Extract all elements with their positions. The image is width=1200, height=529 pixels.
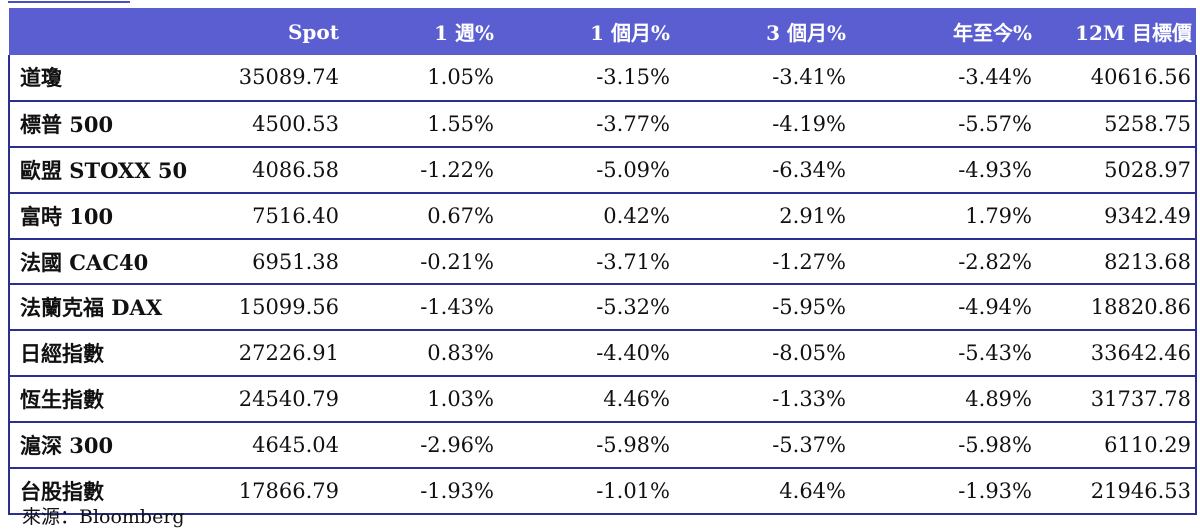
source-note: 來源：Bloomberg <box>22 506 185 528</box>
cell-index-name: 台股指數 <box>8 468 224 515</box>
table-row: 滬深 300 4645.04 -2.96% -5.98% -5.37% -5.98% 611… <box>8 422 1197 470</box>
cell-1-week-pct: 0.67% <box>343 192 498 240</box>
cell-12m-target: 5258.75 <box>1036 100 1197 148</box>
cell-3-month-pct: -5.37% <box>674 422 850 470</box>
cell-index-name: 富時 100 <box>8 192 224 240</box>
cell-index-name: 法蘭克福 DAX <box>8 284 224 332</box>
cell-ytd-pct: -5.98% <box>850 422 1036 470</box>
cell-1-week-pct: -1.43% <box>343 284 498 332</box>
cell-index-name: 道瓊 <box>8 55 224 102</box>
table-row: 法蘭克福 DAX 15099.56 -1.43% -5.32% -5.95% -4.94%… <box>8 284 1197 332</box>
cell-ytd-pct: -5.57% <box>850 100 1036 148</box>
table-row: 富時 100 7516.40 0.67% 0.42% 2.91% 1.79% 9342.49 <box>8 192 1197 240</box>
cell-spot: 35089.74 <box>224 55 343 102</box>
header-ytd: 年至今% <box>952 21 1032 45</box>
cell-spot: 4645.04 <box>224 422 343 470</box>
cell-1-month-pct: -5.09% <box>498 146 674 194</box>
table-row: 標普 500 4500.53 1.55% -3.77% -4.19% -5.57% 5258… <box>8 100 1197 148</box>
cell-index-name: 法國 CAC40 <box>8 238 224 286</box>
cell-index-name: 滬深 300 <box>8 422 224 470</box>
table-row: 台股指數 17866.79 -1.93% -1.01% 4.64% -1.93% 21946… <box>8 468 1197 515</box>
cell-1-week-pct: -0.21% <box>343 238 498 286</box>
cell-1-week-pct: 1.05% <box>343 55 498 102</box>
cell-ytd-pct: -5.43% <box>850 330 1036 378</box>
header-1-week: 1 週% <box>434 21 494 45</box>
cell-12m-target: 33642.46 <box>1036 330 1197 378</box>
table-row: 道瓊 35089.74 1.05% -3.15% -3.41% -3.44% 40616.5… <box>8 55 1197 102</box>
cell-ytd-pct: 1.79% <box>850 192 1036 240</box>
cell-ytd-pct: -2.82% <box>850 238 1036 286</box>
header-3-month: 3 個月% <box>766 21 846 45</box>
cell-12m-target: 6110.29 <box>1036 422 1197 470</box>
table-body: 道瓊 35089.74 1.05% -3.15% -3.41% -3.44% 40616.5… <box>8 55 1197 515</box>
cell-1-month-pct: -5.32% <box>498 284 674 332</box>
cell-index-name: 日經指數 <box>8 330 224 378</box>
cell-1-week-pct: -1.22% <box>343 146 498 194</box>
header-1-month: 1 個月% <box>590 21 670 45</box>
cell-1-week-pct: -2.96% <box>343 422 498 470</box>
cell-3-month-pct: 2.91% <box>674 192 850 240</box>
header-row: Spot 1 週% 1 個月% 3 個月% 年至今% 12M 目標價 <box>9 8 1196 55</box>
cell-ytd-pct: -4.94% <box>850 284 1036 332</box>
cell-3-month-pct: -1.27% <box>674 238 850 286</box>
market-index-table: Spot 1 週% 1 個月% 3 個月% 年至今% 12M 目標價 道瓊 350… <box>8 8 1197 515</box>
cell-1-week-pct: 1.55% <box>343 100 498 148</box>
cell-spot: 17866.79 <box>224 468 343 515</box>
cell-3-month-pct: -3.41% <box>674 55 850 102</box>
header-index-name <box>9 8 224 55</box>
cell-ytd-pct: -3.44% <box>850 55 1036 102</box>
cell-ytd-pct: 4.89% <box>850 376 1036 424</box>
cell-1-month-pct: -3.77% <box>498 100 674 148</box>
cell-1-month-pct: 4.46% <box>498 376 674 424</box>
cell-1-month-pct: -3.71% <box>498 238 674 286</box>
cell-1-month-pct: -5.98% <box>498 422 674 470</box>
cell-12m-target: 21946.53 <box>1036 468 1197 515</box>
cell-spot: 6951.38 <box>224 238 343 286</box>
table-row: 恆生指數 24540.79 1.03% 4.46% -1.33% 4.89% 31737.7… <box>8 376 1197 424</box>
cell-ytd-pct: -1.93% <box>850 468 1036 515</box>
table-header: Spot 1 週% 1 個月% 3 個月% 年至今% 12M 目標價 <box>9 8 1196 55</box>
cell-1-month-pct: -3.15% <box>498 55 674 102</box>
table-row: 歐盟 STOXX 50 4086.58 -1.22% -5.09% -6.34% -4.9… <box>8 146 1197 194</box>
cell-12m-target: 8213.68 <box>1036 238 1197 286</box>
cell-3-month-pct: 4.64% <box>674 468 850 515</box>
header-spot: Spot <box>287 19 339 44</box>
header-12m-target: 12M 目標價 <box>1075 21 1192 45</box>
cell-1-month-pct: -1.01% <box>498 468 674 515</box>
cell-3-month-pct: -8.05% <box>674 330 850 378</box>
table-row: 法國 CAC40 6951.38 -0.21% -3.71% -1.27% -2.82% 8… <box>8 238 1197 286</box>
cell-spot: 24540.79 <box>224 376 343 424</box>
cell-3-month-pct: -5.95% <box>674 284 850 332</box>
cell-1-week-pct: 0.83% <box>343 330 498 378</box>
cell-index-name: 恆生指數 <box>8 376 224 424</box>
top-accent-rule <box>8 1 130 3</box>
cell-1-month-pct: 0.42% <box>498 192 674 240</box>
cell-ytd-pct: -4.93% <box>850 146 1036 194</box>
cell-12m-target: 31737.78 <box>1036 376 1197 424</box>
cell-3-month-pct: -4.19% <box>674 100 850 148</box>
cell-12m-target: 5028.97 <box>1036 146 1197 194</box>
cell-spot: 7516.40 <box>224 192 343 240</box>
cell-3-month-pct: -6.34% <box>674 146 850 194</box>
cell-index-name: 標普 500 <box>8 100 224 148</box>
cell-1-week-pct: 1.03% <box>343 376 498 424</box>
cell-spot: 4500.53 <box>224 100 343 148</box>
cell-1-month-pct: -4.40% <box>498 330 674 378</box>
cell-1-week-pct: -1.93% <box>343 468 498 515</box>
cell-index-name: 歐盟 STOXX 50 <box>8 146 224 194</box>
cell-spot: 15099.56 <box>224 284 343 332</box>
cell-12m-target: 18820.86 <box>1036 284 1197 332</box>
table-row: 日經指數 27226.91 0.83% -4.40% -8.05% -5.43% 33642… <box>8 330 1197 378</box>
cell-spot: 4086.58 <box>224 146 343 194</box>
cell-3-month-pct: -1.33% <box>674 376 850 424</box>
cell-12m-target: 40616.56 <box>1036 55 1197 102</box>
cell-spot: 27226.91 <box>224 330 343 378</box>
cell-12m-target: 9342.49 <box>1036 192 1197 240</box>
